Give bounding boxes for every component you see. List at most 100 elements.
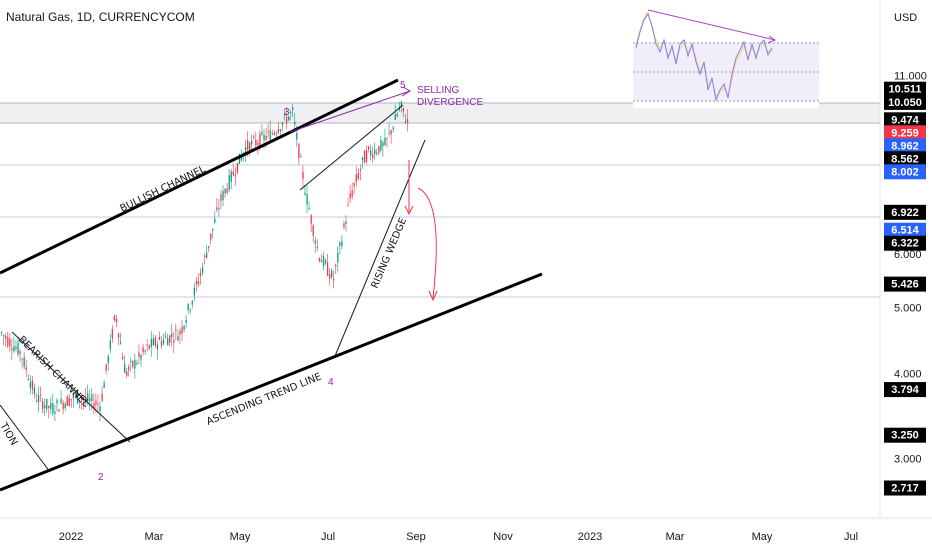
candle-body	[46, 398, 48, 409]
selling-divergence-line	[289, 90, 411, 133]
candle-body	[226, 188, 228, 193]
candle-body	[394, 114, 396, 120]
candle-body	[181, 326, 183, 334]
time-axis-ticks[interactable]: 2022 Mar May Jul Sep Nov 2023 Mar May Jul	[59, 531, 858, 543]
drop-arrow-head	[404, 205, 414, 216]
candle-body	[228, 175, 230, 190]
price-tag-label: 9.259	[891, 127, 919, 139]
candle-body	[341, 241, 343, 246]
wave-label-3: 3	[284, 107, 290, 118]
candle-body	[310, 215, 312, 224]
candle-body	[130, 361, 132, 363]
price-tag-box	[884, 112, 926, 128]
candle-body	[80, 399, 83, 401]
price-tag-box	[884, 276, 926, 292]
candle-body	[402, 107, 405, 112]
candle-body	[365, 150, 368, 162]
price-tag-box	[884, 204, 926, 220]
time-tick-label: May	[230, 531, 251, 543]
candle-body	[68, 397, 70, 406]
candle-body	[44, 405, 46, 409]
price-tick-label: 6.000	[894, 249, 922, 261]
candle-body	[42, 401, 44, 410]
inset-divergence-arrowhead	[767, 35, 777, 44]
candle-body	[312, 225, 314, 236]
candle-body	[9, 338, 11, 347]
candle-body	[101, 393, 103, 401]
symbol-title[interactable]: Natural Gas, 1D, CURRENCYCOM	[6, 10, 195, 24]
candle-body	[152, 338, 154, 345]
price-axis-ticks[interactable]: 11.000 6.000 5.000 4.000 3.000	[894, 70, 927, 465]
time-tick-label: 2022	[59, 531, 83, 543]
candle-body	[257, 142, 259, 145]
price-tag-label: 6.322	[891, 238, 919, 250]
candle-body	[29, 382, 31, 388]
candle-body	[60, 398, 62, 404]
candle-body	[70, 398, 72, 400]
candle-body	[140, 354, 142, 360]
candle-body	[351, 190, 353, 197]
candle-body	[378, 146, 380, 154]
candle-body	[347, 204, 349, 206]
candle-body	[267, 130, 269, 133]
candle-body	[66, 396, 68, 406]
candle-body	[158, 336, 161, 340]
candle-body	[93, 403, 95, 409]
candle-body	[218, 208, 220, 210]
inset-oscillator	[633, 5, 819, 108]
candle-body	[56, 400, 58, 404]
candle-body	[50, 403, 52, 410]
candle-body	[52, 403, 54, 414]
candle-body	[21, 358, 23, 360]
candle-body	[263, 134, 265, 141]
candle-body	[306, 193, 308, 205]
candle-body	[148, 345, 150, 349]
candle-body	[279, 129, 282, 131]
candle-body	[285, 116, 288, 124]
wave-label-5: 5	[400, 80, 406, 91]
time-tick-label: Jul	[844, 531, 858, 543]
candle-body	[374, 149, 376, 154]
candle-body	[103, 382, 105, 388]
candle-body	[119, 342, 122, 344]
candle-body	[337, 252, 339, 263]
candle-body	[361, 157, 364, 161]
price-tag-label: 9.474	[891, 114, 919, 126]
divergence-arrowhead	[401, 86, 411, 97]
time-tick-label: Sep	[406, 531, 426, 543]
candle-body	[290, 112, 292, 114]
candle-body	[357, 173, 359, 179]
candle-body	[99, 406, 101, 412]
candle-body	[392, 127, 394, 130]
inset-divergence-line	[647, 9, 776, 41]
candle-body	[339, 242, 341, 247]
candle-body	[201, 267, 204, 274]
candle-body	[372, 154, 374, 158]
candle-body	[230, 171, 232, 182]
candle-body	[197, 281, 200, 285]
price-tag-box	[884, 222, 926, 238]
price-tag-box	[884, 81, 926, 97]
time-tick-label: 2023	[578, 531, 602, 543]
price-tag-box	[884, 382, 926, 398]
candle-body	[39, 394, 42, 396]
candle-body	[333, 278, 335, 281]
price-tick-label: 4.000	[894, 368, 922, 380]
candle-body	[396, 114, 398, 117]
candle-body	[400, 101, 403, 106]
candle-body	[7, 337, 9, 346]
price-tag-label: 6.922	[891, 207, 919, 219]
candle-body	[19, 350, 21, 355]
candle-body	[199, 273, 202, 276]
candle-body	[304, 192, 306, 195]
candle-body	[25, 367, 27, 371]
candle-body	[220, 194, 222, 201]
rising-wedge-lower-line	[334, 139, 426, 357]
candle-body	[370, 150, 372, 156]
candle-body	[121, 356, 124, 360]
price-tag-box	[884, 235, 926, 251]
candle-body	[115, 318, 118, 323]
candle-body	[11, 348, 13, 351]
